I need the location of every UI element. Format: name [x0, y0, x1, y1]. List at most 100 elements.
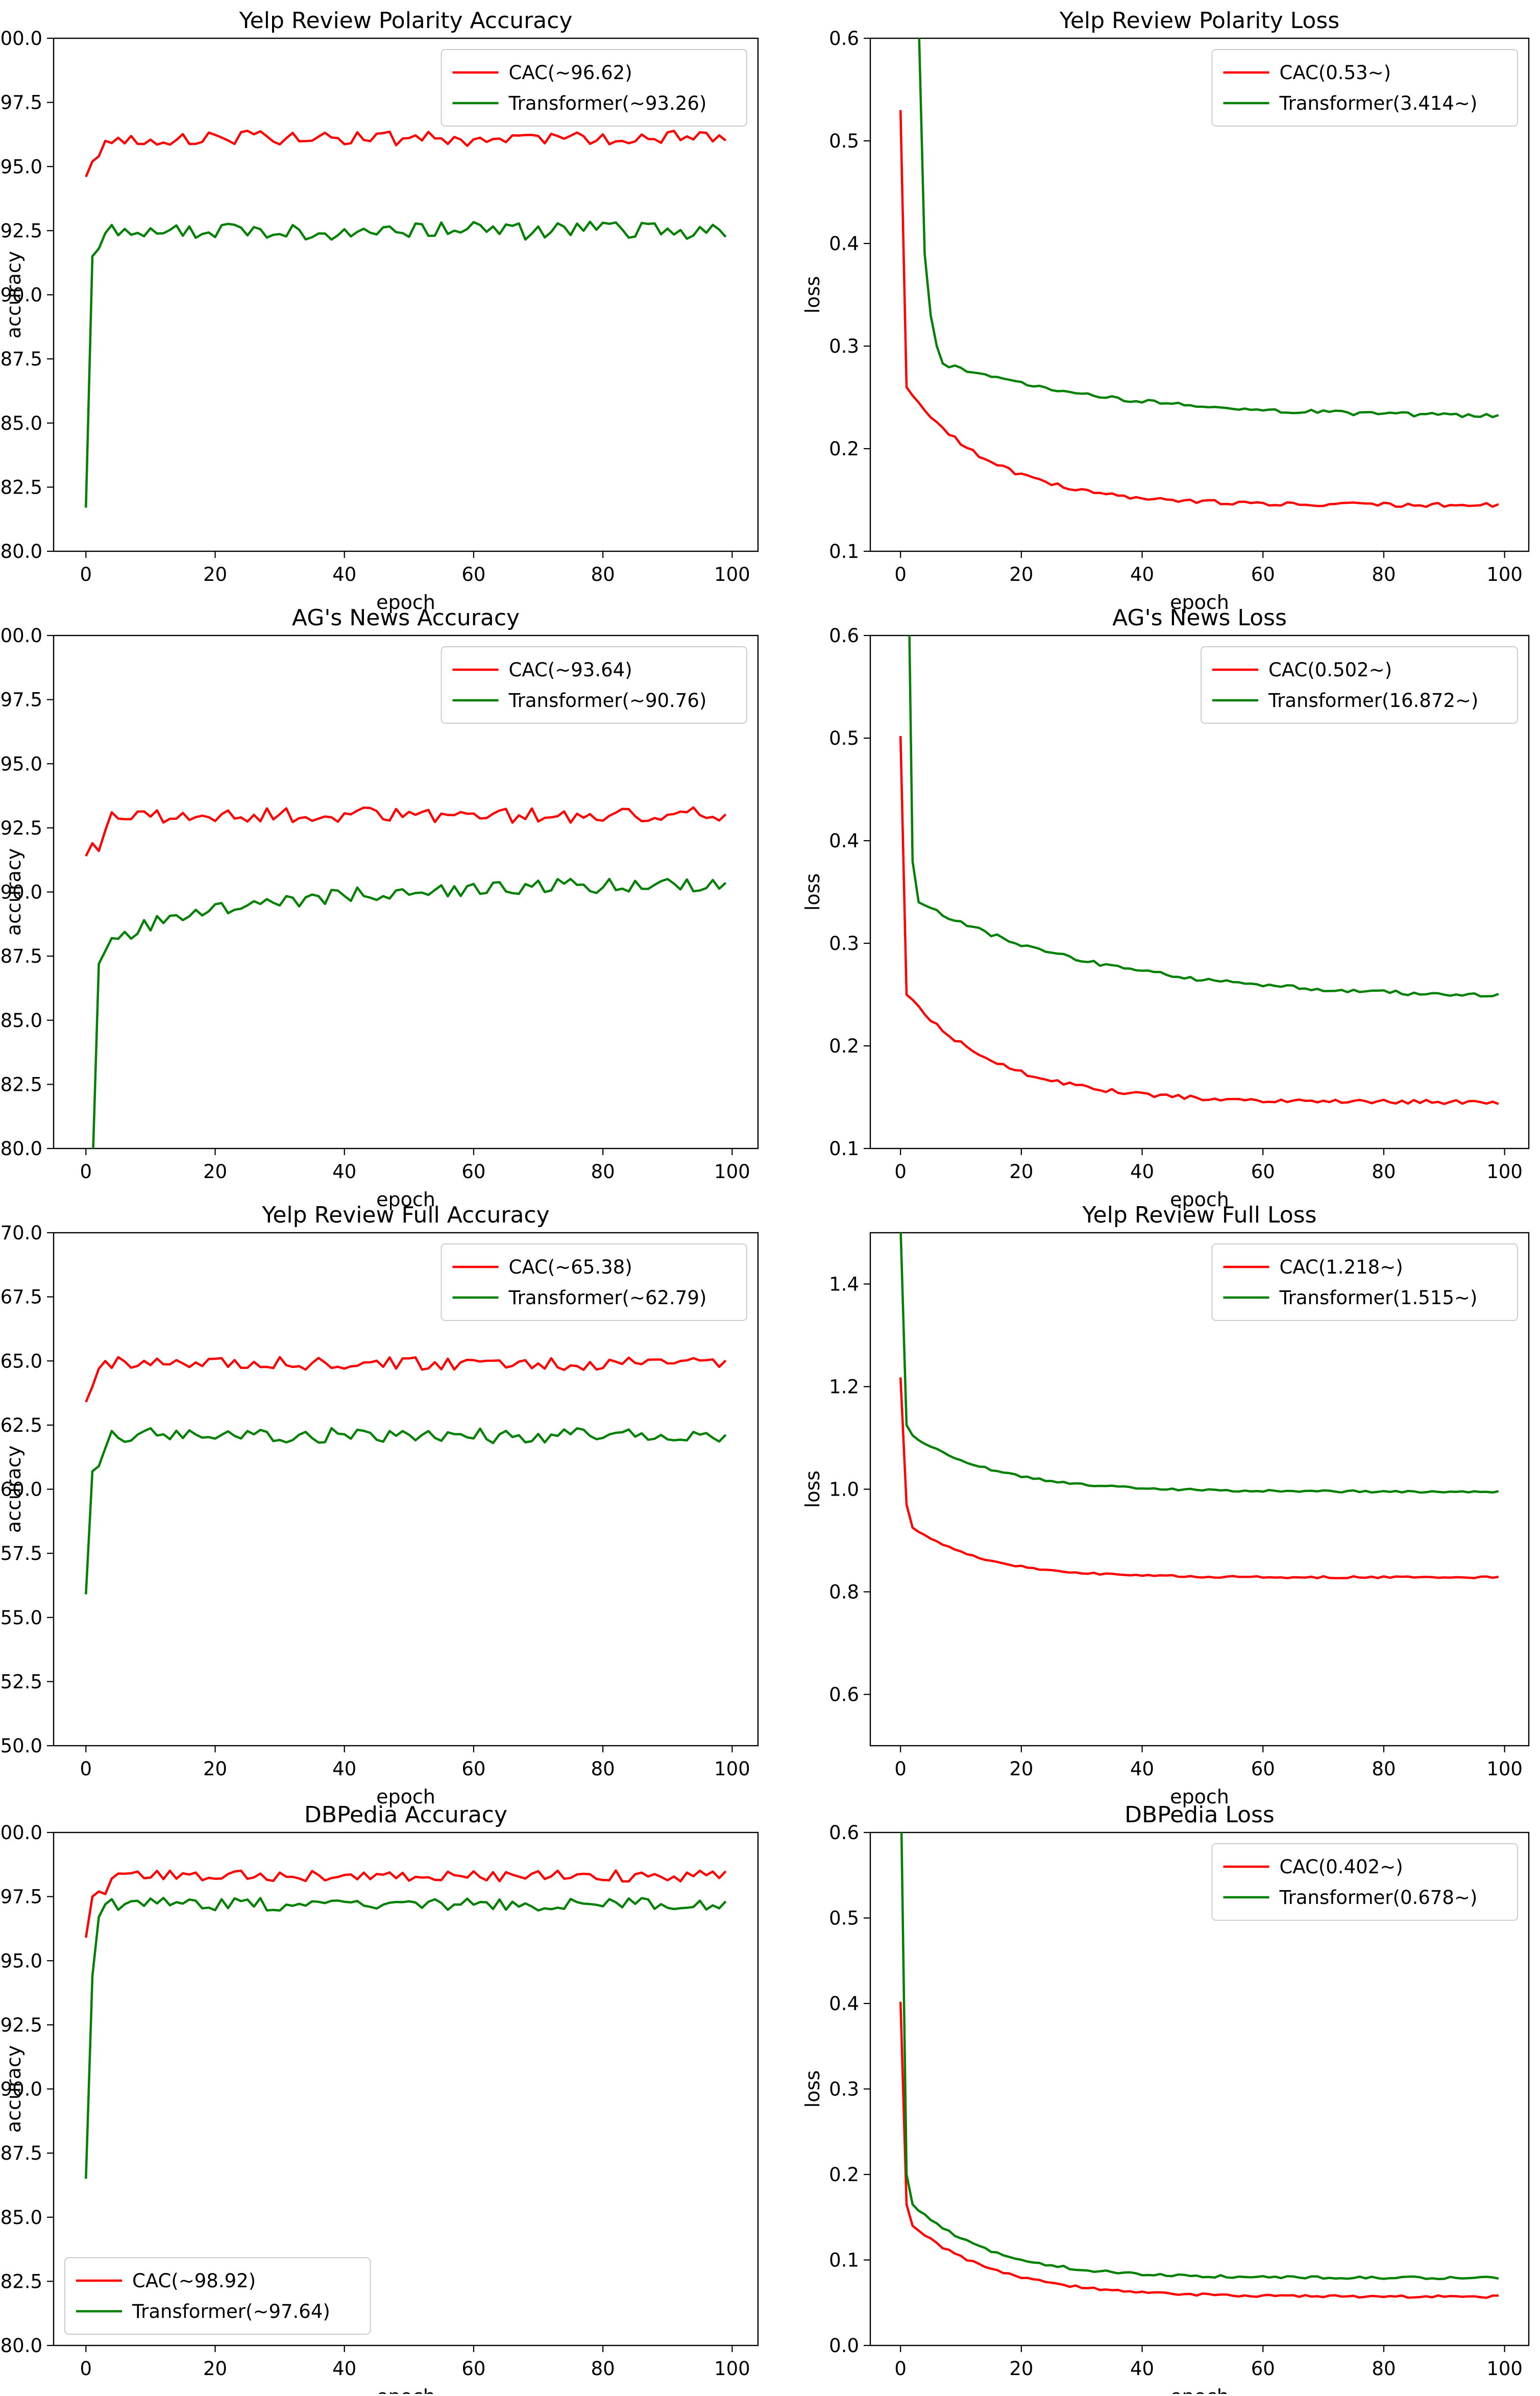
legend: CAC(0.402~) Transformer(0.678~) — [1211, 1843, 1518, 1921]
series-line — [85, 1356, 727, 1403]
y-tick-label: 95.0 — [1, 1950, 42, 1972]
x-tick-label: 60 — [1251, 564, 1275, 585]
y-tick-label: 90.0 — [1, 882, 42, 903]
y-tick-label: 82.5 — [1, 2270, 42, 2292]
x-axis-label: epoch — [1170, 591, 1229, 614]
y-tick-label: 87.5 — [1, 945, 42, 967]
x-tick-label: 40 — [332, 1161, 356, 1183]
legend: CAC(~65.38) Transformer(~62.79) — [441, 1243, 747, 1321]
y-tick-label: 0.4 — [829, 233, 859, 255]
x-tick-label: 0 — [894, 564, 907, 585]
y-tick-label: 57.5 — [1, 1543, 42, 1564]
y-tick-label: 70.0 — [1, 1222, 42, 1244]
y-tick-label: 92.5 — [1, 220, 42, 242]
chart-title: Yelp Review Polarity Accuracy — [239, 8, 573, 34]
y-tick-label: 52.5 — [1, 1671, 42, 1693]
y-tick-label: 100.0 — [0, 1822, 42, 1844]
y-tick-label: 100.0 — [0, 28, 42, 50]
y-tick-label: 80.0 — [1, 541, 42, 563]
legend-label: Transformer(~90.76) — [508, 690, 707, 712]
legend-box — [64, 2257, 371, 2335]
x-axis-label: epoch — [1170, 2385, 1229, 2394]
y-tick-label: 87.5 — [1, 348, 42, 370]
chart-title: DBPedia Loss — [1125, 1802, 1275, 1828]
y-tick-label: 0.2 — [829, 1035, 859, 1057]
y-tick-label: 0.5 — [829, 1908, 859, 1929]
x-tick-label: 40 — [332, 1758, 356, 1780]
y-tick-label: 85.0 — [1, 2207, 42, 2229]
x-tick-label: 100 — [1486, 1161, 1523, 1183]
x-tick-label: 0 — [894, 1758, 907, 1780]
y-tick-label: 55.0 — [1, 1607, 42, 1629]
x-tick-label: 100 — [714, 2358, 750, 2380]
x-tick-label: 40 — [1130, 2358, 1154, 2380]
x-tick-label: 100 — [1486, 2358, 1523, 2380]
chart-title: AG's News Accuracy — [292, 605, 520, 631]
x-tick-label: 100 — [1486, 1758, 1523, 1780]
series-line — [918, 38, 1499, 419]
y-axis-label: accuracy — [3, 2045, 25, 2133]
series-line — [900, 1832, 1499, 2281]
x-tick-label: 40 — [1130, 564, 1154, 585]
y-tick-label: 0.1 — [829, 2250, 859, 2271]
x-tick-label: 0 — [80, 1758, 92, 1780]
y-tick-label: 1.4 — [829, 1274, 859, 1295]
x-tick-label: 80 — [591, 1161, 615, 1183]
y-axis-label: loss — [801, 2070, 824, 2108]
y-tick-label: 100.0 — [0, 625, 42, 647]
legend: CAC(1.218~) Transformer(1.515~) — [1211, 1243, 1518, 1321]
x-tick-label: 100 — [714, 1758, 750, 1780]
x-tick-label: 0 — [80, 564, 92, 585]
x-axis-label: epoch — [376, 1786, 435, 1808]
series-group — [899, 38, 1499, 508]
legend: CAC(0.53~) Transformer(3.414~) — [1211, 49, 1518, 127]
chart-panel: Yelp Review Polarity Loss 0 20 40 60 80 100 0.1… — [801, 8, 1530, 614]
y-tick-label: 0.6 — [829, 625, 859, 647]
x-tick-label: 60 — [1251, 1161, 1275, 1183]
x-tick-label: 60 — [461, 2358, 485, 2380]
y-tick-label: 97.5 — [1, 1886, 42, 1908]
y-tick-label: 87.5 — [1, 2142, 42, 2164]
y-tick-label: 0.1 — [829, 541, 859, 563]
legend-box — [441, 49, 747, 127]
legend: CAC(~98.92) Transformer(~97.64) — [64, 2257, 371, 2335]
x-tick-label: 40 — [332, 2358, 356, 2380]
y-tick-label: 0.8 — [829, 1581, 859, 1603]
x-tick-label: 40 — [332, 564, 356, 585]
x-tick-label: 20 — [203, 2358, 227, 2380]
chart-title: Yelp Review Polarity Loss — [1059, 8, 1339, 34]
y-tick-label: 92.5 — [1, 817, 42, 839]
y-tick-label: 0.4 — [829, 830, 859, 852]
y-tick-label: 0.5 — [829, 130, 859, 152]
y-tick-label: 0.2 — [829, 2164, 859, 2186]
legend-label: CAC(~96.62) — [509, 62, 632, 84]
x-axis-label: epoch — [376, 1188, 435, 1211]
y-tick-label: 50.0 — [1, 1735, 42, 1757]
y-tick-label: 80.0 — [1, 1138, 42, 1160]
x-tick-label: 0 — [80, 2358, 92, 2380]
series-line — [899, 1377, 1499, 1580]
x-tick-label: 0 — [894, 2358, 907, 2380]
series-line — [899, 2001, 1499, 2299]
x-tick-label: 20 — [203, 1161, 227, 1183]
series-group — [85, 806, 727, 1148]
legend-label: CAC(~93.64) — [509, 659, 632, 681]
legend-label: Transformer(16.872~) — [1268, 690, 1478, 712]
series-group — [85, 129, 727, 508]
y-tick-label: 95.0 — [1, 156, 42, 178]
x-tick-label: 60 — [1251, 1758, 1275, 1780]
y-tick-label: 0.6 — [829, 1684, 859, 1706]
x-axis-label: epoch — [376, 591, 435, 614]
y-tick-label: 82.5 — [1, 1073, 42, 1095]
series-line — [908, 635, 1499, 998]
y-tick-label: 85.0 — [1, 412, 42, 434]
y-tick-label: 85.0 — [1, 1010, 42, 1032]
x-tick-label: 80 — [1372, 2358, 1396, 2380]
series-line — [85, 129, 727, 178]
legend-label: Transformer(0.678~) — [1279, 1887, 1478, 1909]
x-tick-label: 60 — [1251, 2358, 1275, 2380]
series-group — [899, 1832, 1499, 2299]
legend-label: CAC(1.218~) — [1280, 1256, 1403, 1278]
legend: CAC(0.502~) Transformer(16.872~) — [1201, 646, 1518, 724]
y-tick-label: 0.4 — [829, 1993, 859, 2015]
